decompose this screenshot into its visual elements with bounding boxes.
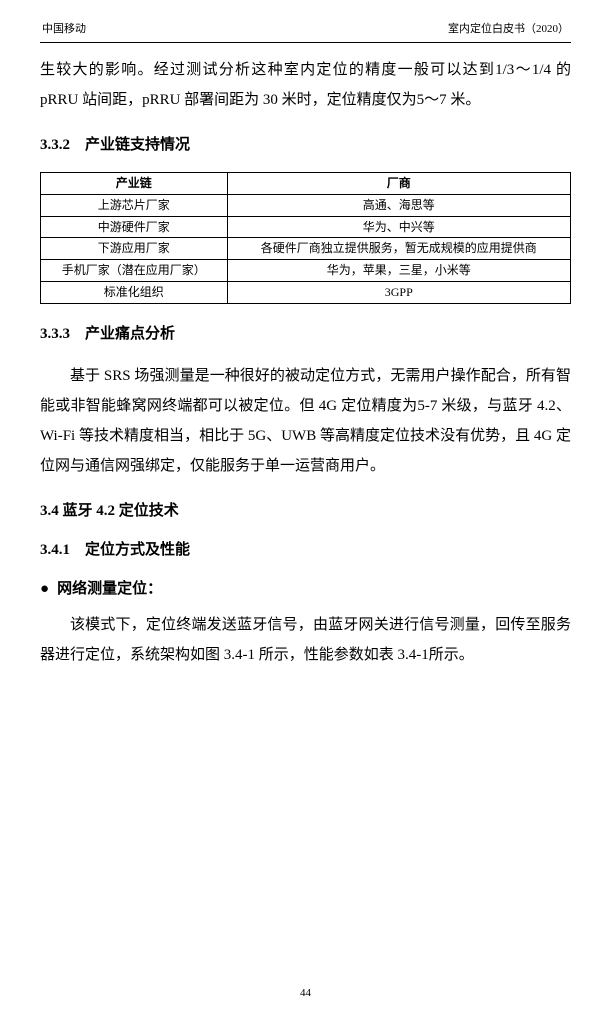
table-row: 上游芯片厂家 高通、海思等 [41,194,571,216]
heading-3-3-2: 3.3.2 产业链支持情况 [40,133,571,154]
heading-3-3-3: 3.3.3 产业痛点分析 [40,322,571,343]
table-header-col1: 产业链 [41,173,228,195]
industry-chain-table: 产业链 厂商 上游芯片厂家 高通、海思等 中游硬件厂家 华为、中兴等 下游应用厂… [40,172,571,304]
paragraph-pain-points: 基于 SRS 场强测量是一种很好的被动定位方式，无需用户操作配合，所有智能或非智… [40,361,571,481]
page-header: 中国移动 室内定位白皮书（2020） [40,20,571,36]
table-cell: 手机厂家（潜在应用厂家） [41,260,228,282]
table-cell: 中游硬件厂家 [41,216,228,238]
bullet-network-measurement: 网络测量定位： [40,577,571,598]
paragraph-intro: 生较大的影响。经过测试分析这种室内定位的精度一般可以达到1/3～1/4 的 pR… [40,55,571,115]
table-cell: 高通、海思等 [227,194,570,216]
table-row: 中游硬件厂家 华为、中兴等 [41,216,571,238]
paragraph-network-measurement: 该模式下，定位终端发送蓝牙信号，由蓝牙网关进行信号测量，回传至服务器进行定位，系… [40,610,571,670]
heading-3-4: 3.4 蓝牙 4.2 定位技术 [40,499,571,520]
table-cell: 华为、中兴等 [227,216,570,238]
table-row: 手机厂家（潜在应用厂家） 华为，苹果，三星，小米等 [41,260,571,282]
header-divider [40,42,571,43]
table-header-row: 产业链 厂商 [41,173,571,195]
table-row: 下游应用厂家 各硬件厂商独立提供服务，暂无成规模的应用提供商 [41,238,571,260]
header-left: 中国移动 [42,20,86,36]
page-number: 44 [0,987,611,999]
table-header-col2: 厂商 [227,173,570,195]
table-cell: 标准化组织 [41,281,228,303]
table-cell: 华为，苹果，三星，小米等 [227,260,570,282]
table-cell: 各硬件厂商独立提供服务，暂无成规模的应用提供商 [227,238,570,260]
table-cell: 3GPP [227,281,570,303]
table-cell: 下游应用厂家 [41,238,228,260]
heading-3-4-1: 3.4.1 定位方式及性能 [40,538,571,559]
table-row: 标准化组织 3GPP [41,281,571,303]
table-cell: 上游芯片厂家 [41,194,228,216]
header-right: 室内定位白皮书（2020） [448,20,569,36]
